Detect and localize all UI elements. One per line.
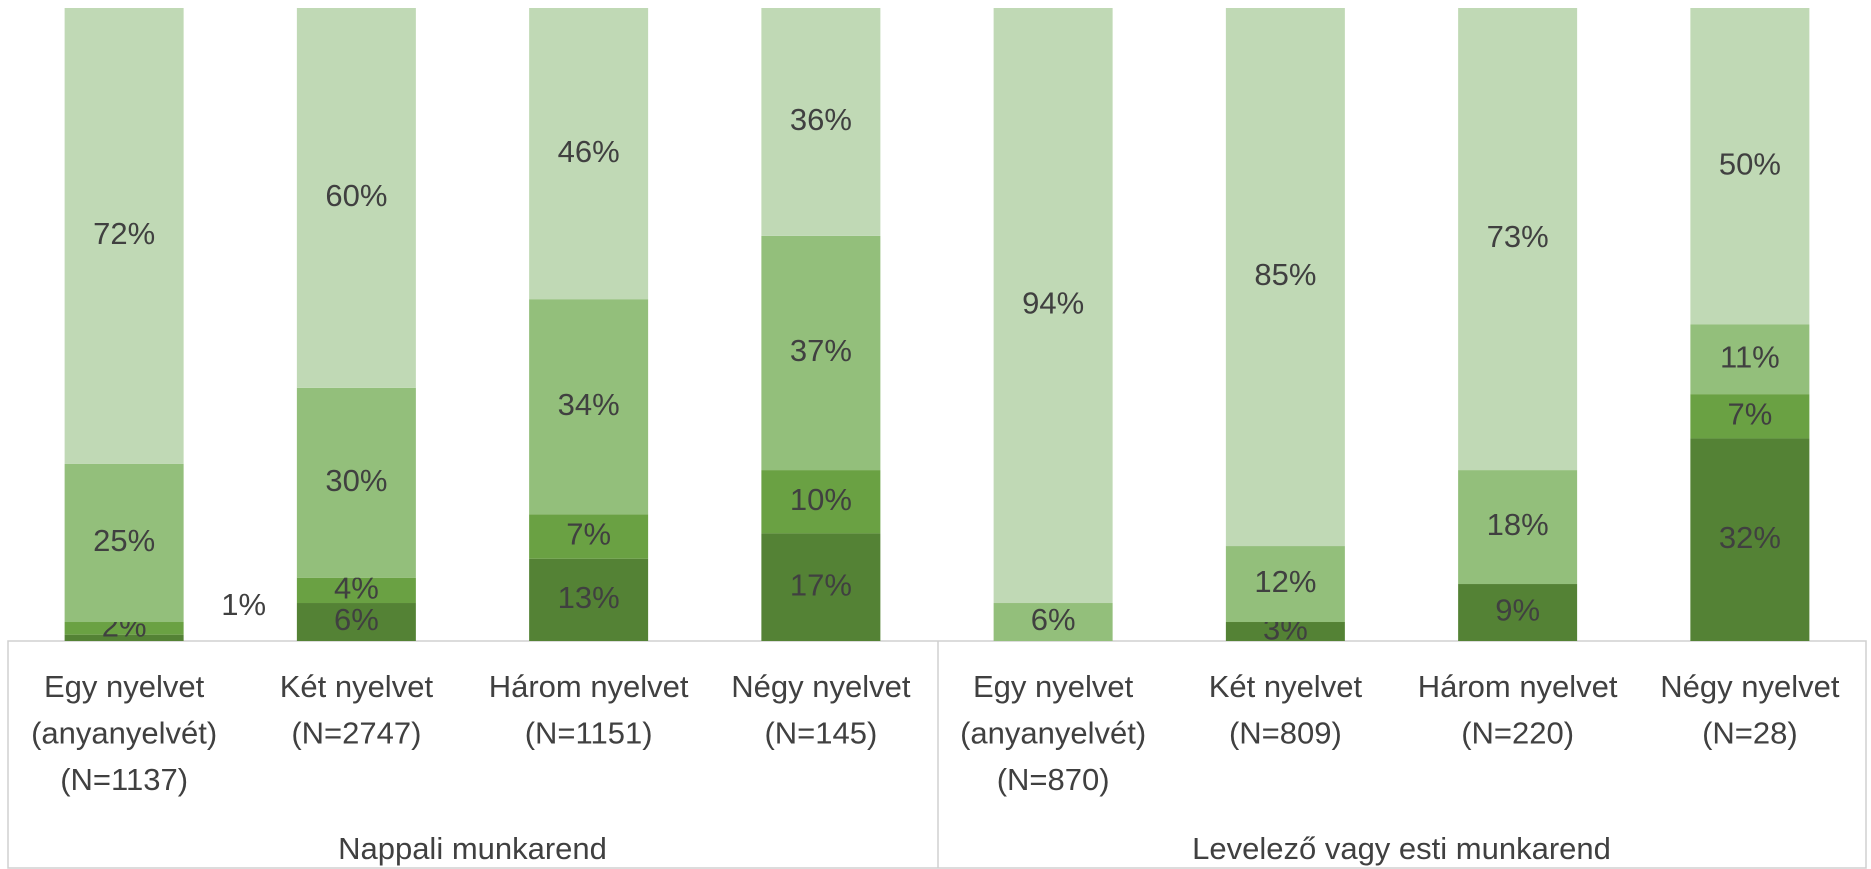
data-label: 1% — [221, 587, 266, 622]
data-label: 72% — [93, 216, 155, 251]
bar-segment — [761, 235, 881, 471]
x-tick-label: Két nyelvet — [280, 669, 434, 704]
data-label: 85% — [1254, 257, 1316, 292]
bar-segment — [296, 8, 416, 388]
bar-segment — [529, 8, 649, 300]
x-tick-label: (anyanyelvét) — [960, 716, 1146, 751]
bar-segment — [1690, 394, 1810, 439]
bar-segment — [761, 8, 881, 236]
bar-segment — [64, 622, 184, 635]
data-label: 17% — [790, 567, 852, 602]
data-label: 9% — [1495, 593, 1540, 628]
data-label: 50% — [1719, 146, 1781, 181]
bar-segment — [1458, 584, 1578, 641]
bar-segment — [993, 603, 1113, 641]
bar-segment — [1690, 8, 1810, 325]
bar-segment — [64, 634, 184, 641]
bar-segment — [296, 577, 416, 604]
bar-segment — [1690, 324, 1810, 395]
x-tick-label: Három nyelvet — [1418, 669, 1618, 704]
x-tick-label: (N=2747) — [291, 716, 421, 751]
bar-segment — [761, 533, 881, 641]
x-tick-label: (N=220) — [1461, 716, 1574, 751]
data-label: 7% — [566, 517, 611, 552]
x-tick-label: (anyanyelvét) — [31, 716, 217, 751]
group-label: Levelező vagy esti munkarend — [1192, 831, 1611, 866]
x-tick-label: (N=809) — [1229, 716, 1342, 751]
bar-segment — [1225, 546, 1345, 623]
data-label: 7% — [1727, 396, 1772, 431]
data-label: 30% — [325, 463, 387, 498]
category-axis-box — [7, 640, 1867, 869]
data-label: 34% — [558, 387, 620, 422]
data-label: 36% — [790, 102, 852, 137]
bar-segment — [993, 8, 1113, 604]
bar-segment — [1458, 8, 1578, 471]
x-tick-label: Három nyelvet — [489, 669, 689, 704]
data-label: 94% — [1022, 286, 1084, 321]
x-tick-label: Egy nyelvet — [44, 669, 205, 704]
data-label: 13% — [558, 580, 620, 615]
data-label: 18% — [1487, 507, 1549, 542]
data-label: 6% — [1031, 602, 1076, 637]
bar-segment — [529, 558, 649, 641]
bar-segment — [761, 470, 881, 534]
x-tick-label: Négy nyelvet — [1660, 669, 1840, 704]
bar-segment — [1690, 438, 1810, 641]
data-label: 6% — [334, 602, 379, 637]
data-label: 60% — [325, 178, 387, 213]
data-label: 25% — [93, 523, 155, 558]
group-label: Nappali munkarend — [338, 831, 607, 866]
x-tick-label: (N=1151) — [525, 716, 653, 751]
bar-segment — [64, 8, 184, 464]
data-label: 10% — [790, 482, 852, 517]
data-label: 11% — [1720, 340, 1780, 375]
data-label: 73% — [1487, 219, 1549, 254]
x-tick-label: Négy nyelvet — [731, 669, 911, 704]
x-tick-label: (N=145) — [764, 716, 877, 751]
bar-segment — [296, 603, 416, 641]
bar-segment — [1225, 622, 1345, 641]
x-tick-label: (N=28) — [1702, 716, 1798, 751]
data-label: 37% — [790, 333, 852, 368]
bar-segment — [296, 387, 416, 578]
x-tick-label: Egy nyelvet — [973, 669, 1134, 704]
bar-segment — [1458, 470, 1578, 585]
x-tick-label: (N=1137) — [60, 762, 188, 797]
bar-segment — [64, 463, 184, 623]
bar-segment — [529, 514, 649, 559]
x-tick-label: (N=870) — [997, 762, 1110, 797]
data-label: 32% — [1719, 520, 1781, 555]
bar-segment — [1225, 8, 1345, 547]
bar-segment — [529, 299, 649, 515]
data-label: 46% — [558, 134, 620, 169]
x-tick-label: Két nyelvet — [1209, 669, 1363, 704]
data-label: 12% — [1254, 564, 1316, 599]
